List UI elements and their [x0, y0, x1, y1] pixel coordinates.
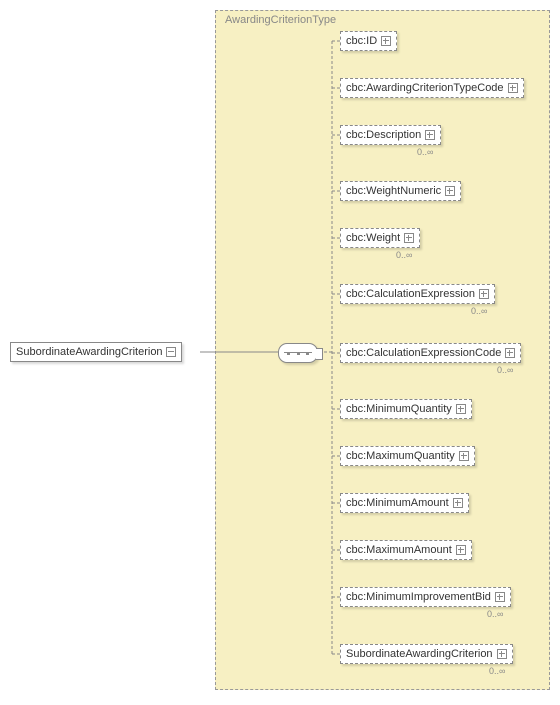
child-element[interactable]: cbc:MaximumAmount	[340, 540, 472, 560]
expand-icon[interactable]	[381, 36, 391, 46]
child-element[interactable]: cbc:MinimumImprovementBid	[340, 587, 511, 607]
root-element[interactable]: SubordinateAwardingCriterion	[10, 342, 182, 362]
expand-icon[interactable]	[479, 289, 489, 299]
type-container-label: AwardingCriterionType	[225, 14, 336, 26]
expand-icon[interactable]	[453, 498, 463, 508]
diagram-canvas: AwardingCriterionType SubordinateAwardin…	[0, 0, 560, 705]
cardinality-label: 0..∞	[489, 666, 505, 676]
expand-icon[interactable]	[425, 130, 435, 140]
child-element-label: cbc:ID	[346, 35, 377, 47]
child-element-label: cbc:MinimumImprovementBid	[346, 591, 491, 603]
expand-icon[interactable]	[497, 649, 507, 659]
child-element[interactable]: cbc:MaximumQuantity	[340, 446, 475, 466]
child-element-label: cbc:MaximumAmount	[346, 544, 452, 556]
sequence-compositor	[278, 343, 318, 363]
expand-icon[interactable]	[495, 592, 505, 602]
child-element-label: cbc:WeightNumeric	[346, 185, 441, 197]
cardinality-label: 0..∞	[396, 250, 412, 260]
child-element[interactable]: cbc:CalculationExpression	[340, 284, 495, 304]
child-element-label: cbc:CalculationExpression	[346, 288, 475, 300]
expand-icon[interactable]	[459, 451, 469, 461]
child-element[interactable]: cbc:MinimumAmount	[340, 493, 469, 513]
child-element[interactable]: cbc:ID	[340, 31, 397, 51]
cardinality-label: 0..∞	[417, 147, 433, 157]
child-element-label: cbc:CalculationExpressionCode	[346, 347, 501, 359]
expand-icon[interactable]	[445, 186, 455, 196]
expand-icon[interactable]	[505, 348, 515, 358]
child-element[interactable]: cbc:WeightNumeric	[340, 181, 461, 201]
child-element-label: cbc:MaximumQuantity	[346, 450, 455, 462]
expand-icon[interactable]	[166, 347, 176, 357]
child-element-label: cbc:AwardingCriterionTypeCode	[346, 82, 504, 94]
expand-icon[interactable]	[456, 545, 466, 555]
expand-icon[interactable]	[508, 83, 518, 93]
child-element-label: cbc:MinimumQuantity	[346, 403, 452, 415]
root-element-label: SubordinateAwardingCriterion	[16, 346, 163, 358]
child-element-label: cbc:MinimumAmount	[346, 497, 449, 509]
child-element[interactable]: cbc:MinimumQuantity	[340, 399, 472, 419]
expand-icon[interactable]	[456, 404, 466, 414]
child-element[interactable]: cbc:CalculationExpressionCode	[340, 343, 521, 363]
child-element[interactable]: SubordinateAwardingCriterion	[340, 644, 513, 664]
child-element-label: cbc:Weight	[346, 232, 400, 244]
child-element[interactable]: cbc:Description	[340, 125, 441, 145]
child-element[interactable]: cbc:Weight	[340, 228, 420, 248]
child-element-label: SubordinateAwardingCriterion	[346, 648, 493, 660]
child-element[interactable]: cbc:AwardingCriterionTypeCode	[340, 78, 524, 98]
cardinality-label: 0..∞	[497, 365, 513, 375]
child-element-label: cbc:Description	[346, 129, 421, 141]
expand-icon[interactable]	[404, 233, 414, 243]
cardinality-label: 0..∞	[471, 306, 487, 316]
cardinality-label: 0..∞	[487, 609, 503, 619]
